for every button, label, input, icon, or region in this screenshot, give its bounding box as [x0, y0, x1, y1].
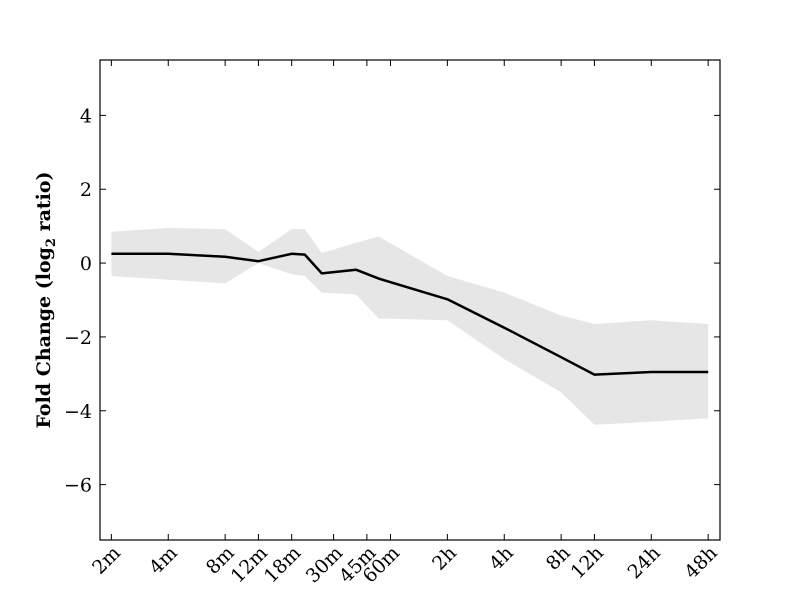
x-tick-label: 12m — [227, 542, 272, 587]
plot-frame — [99, 59, 721, 541]
x-tick-label: 4h — [485, 542, 518, 575]
x-tick-label: 2h — [428, 542, 461, 575]
y-tick-label: 4 — [80, 105, 92, 127]
y-axis-label-end: ratio) — [33, 171, 55, 238]
mean-line-layer — [111, 252, 709, 376]
x-tick-label: 12h — [567, 542, 608, 583]
x-tick-label: 48h — [680, 542, 721, 583]
y-tick-label: −6 — [64, 475, 92, 497]
y-axis-label-main: Fold Change (log — [33, 247, 55, 428]
y-axis-ticks: 4 2 0 −2 −4 −6 — [64, 105, 720, 497]
x-tick-label: 18m — [260, 542, 305, 587]
x-tick-label: 24h — [624, 542, 665, 583]
y-tick-label: −4 — [64, 401, 92, 423]
y-tick-label: 2 — [80, 179, 92, 201]
x-tick-label: 30m — [302, 542, 347, 587]
mean-line-0 — [111, 252, 709, 376]
confidence-band-0 — [111, 228, 709, 425]
y-axis-label: Fold Change (log2 ratio) — [33, 171, 59, 428]
y-axis-label-subscript: 2 — [44, 238, 59, 247]
y-tick-label: 0 — [80, 253, 92, 275]
y-tick-label: −2 — [64, 327, 92, 349]
x-tick-label: 2m — [88, 542, 125, 579]
x-tick-label: 4m — [145, 542, 182, 579]
confidence-band-layer — [111, 228, 709, 425]
